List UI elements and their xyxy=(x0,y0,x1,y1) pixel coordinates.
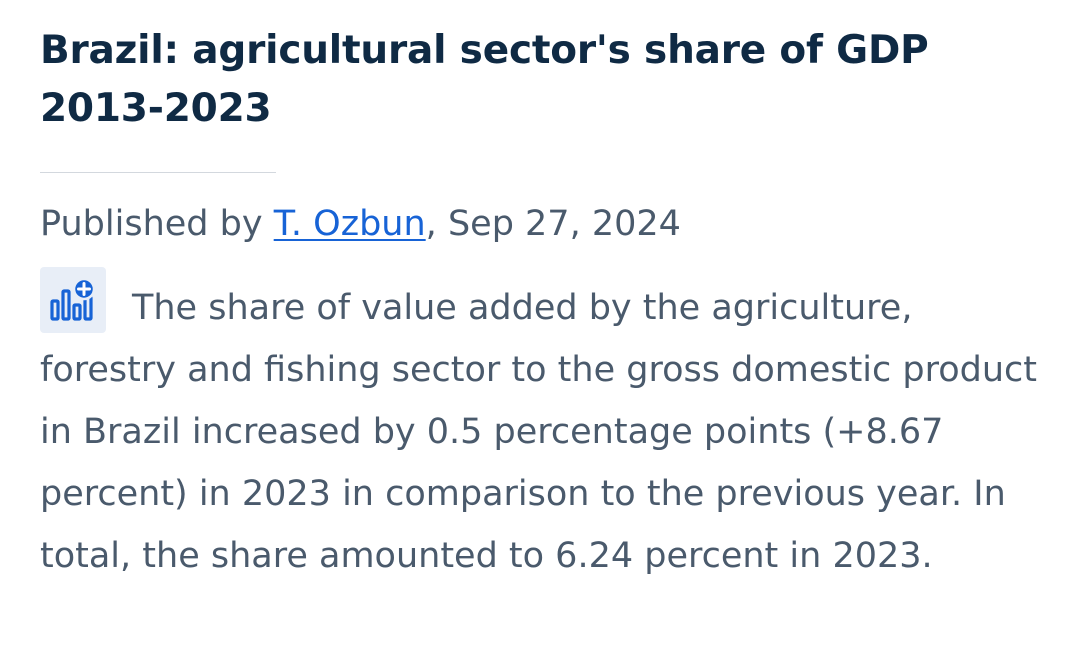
byline-separator: , xyxy=(425,204,448,244)
author-link[interactable]: T. Ozbun xyxy=(273,204,426,244)
statistic-description: The share of value added by the agricult… xyxy=(40,267,1040,587)
description-text: The share of value added by the agricult… xyxy=(40,288,1038,576)
page-title: Brazil: agricultural sector's share of G… xyxy=(40,28,929,131)
chart-plus-icon[interactable] xyxy=(40,267,106,333)
title-divider xyxy=(40,172,276,173)
byline-prefix: Published by xyxy=(40,204,274,244)
publish-date: Sep 27, 2024 xyxy=(447,204,681,244)
statistic-page: Brazil: agricultural sector's share of G… xyxy=(40,22,1040,587)
byline: Published by T. Ozbun, Sep 27, 2024 xyxy=(40,199,1040,249)
